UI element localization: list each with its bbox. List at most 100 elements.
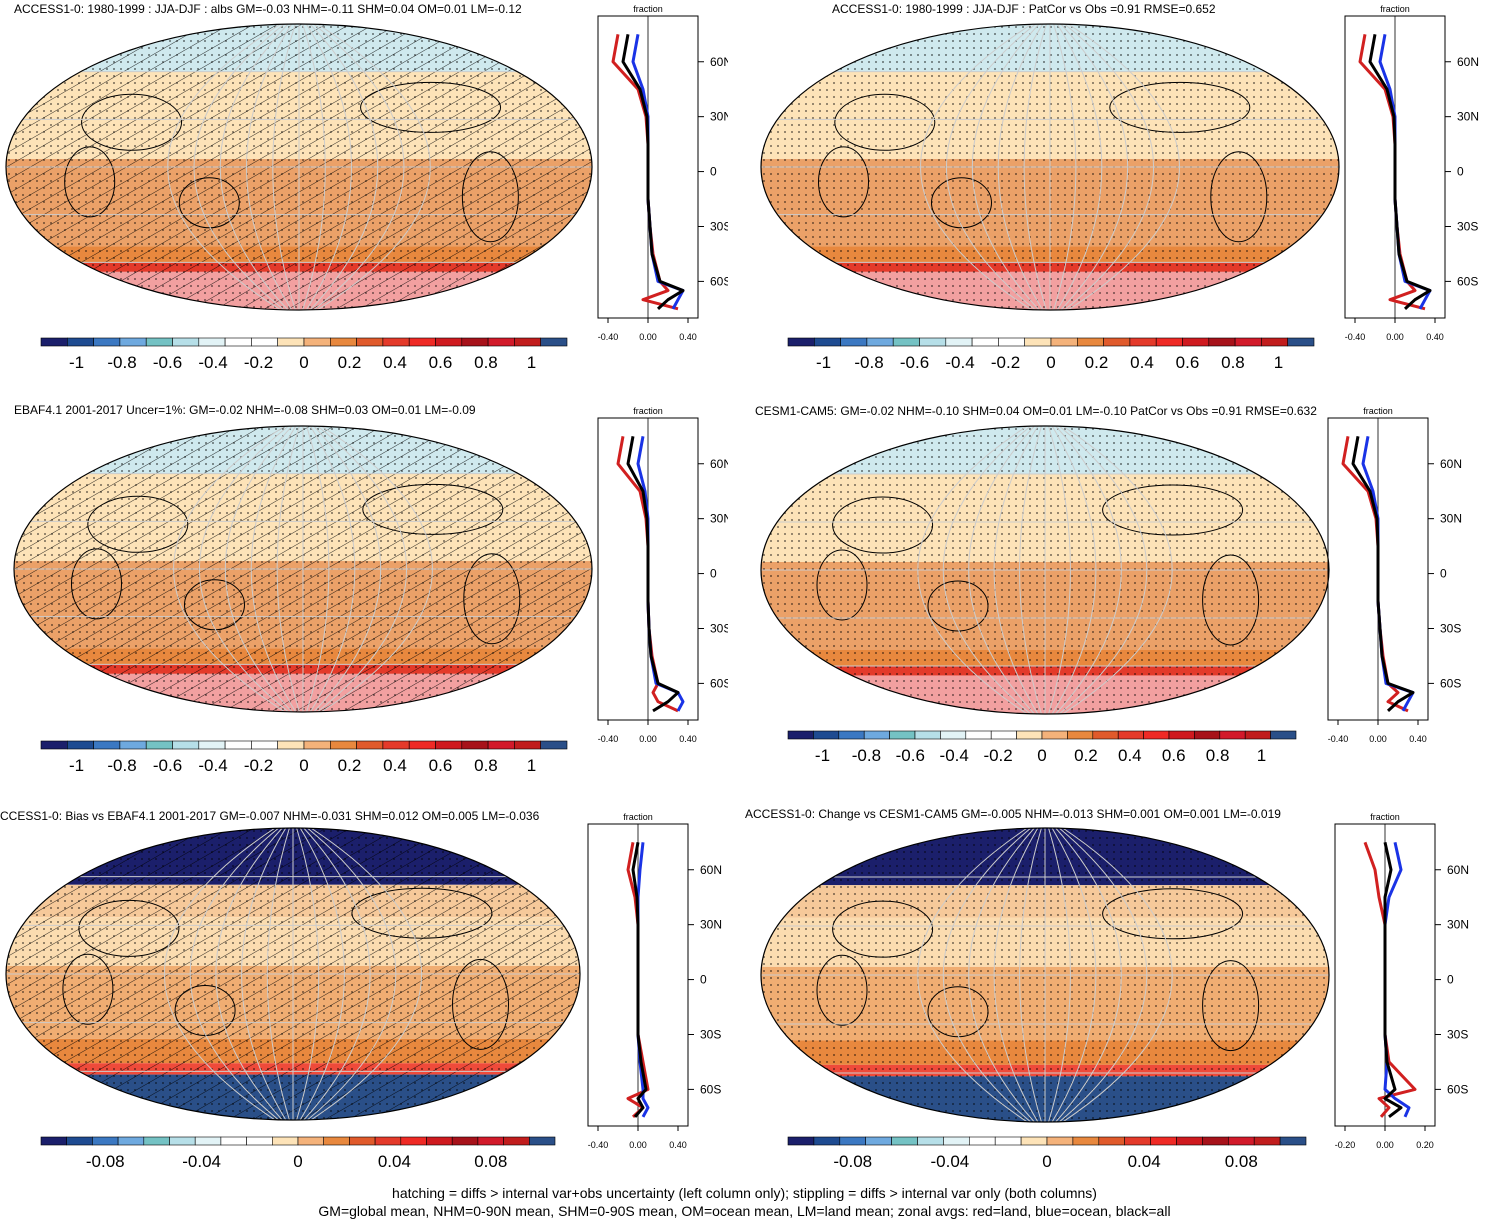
colorbar-swatch (119, 337, 147, 347)
colorbar-label: 0.6 (429, 353, 453, 372)
zonal-ytick-label: 60N (710, 55, 728, 69)
colorbar-swatch (93, 740, 121, 750)
colorbar-swatch (277, 337, 305, 347)
zonal-plot-3: fraction 60N 30N 0 30S 60S -0.40 0.00 0.40 (1327, 406, 1462, 744)
colorbar-swatch (943, 1136, 970, 1146)
colorbar-swatch (1129, 337, 1157, 347)
colorbar-swatch (839, 1136, 866, 1146)
colorbar-swatch (119, 740, 147, 750)
colorbar-swatch (813, 337, 841, 347)
colorbar-swatch (356, 337, 384, 347)
graticule (917, 828, 1028, 1122)
colorbar-swatch (194, 1136, 222, 1146)
colorbar-label: -0.8 (107, 756, 136, 775)
panel-title: EBAF4.1 2001-2017 Uncer=1%: GM=-0.02 NHM… (14, 403, 476, 417)
colorbar-label: -1 (69, 756, 84, 775)
colorbar-swatch (940, 730, 967, 740)
colorbar-swatch (1261, 337, 1288, 347)
graticule (193, 24, 285, 310)
map-fill (6, 828, 580, 1120)
graticule (1048, 426, 1071, 714)
colorbar-label: 0.08 (1225, 1152, 1258, 1171)
graticule (1058, 828, 1148, 1122)
zonal-xtick-label: 0.40 (1409, 734, 1427, 744)
zonal-xtick-label: -0.40 (1328, 734, 1349, 744)
colorbar-label: 0.8 (1221, 353, 1245, 372)
zonal-line-land (1358, 34, 1426, 311)
colorbar-swatch (971, 337, 999, 347)
map-border (760, 425, 1330, 715)
graticule (313, 24, 405, 310)
colorbar-swatch (1041, 730, 1068, 740)
graticule (1055, 828, 1122, 1122)
graticule (1056, 24, 1103, 310)
zonal-ytick-label: 0 (710, 567, 717, 581)
colorbar-swatch (435, 337, 463, 347)
colorbar-label: 0 (293, 1152, 302, 1171)
graticule (917, 426, 1028, 714)
zonal-xtick-label: 0.40 (679, 332, 697, 342)
colorbar-swatch (998, 337, 1025, 347)
colorbar-label: 0.08 (474, 1152, 507, 1171)
colorbar-swatch (1016, 730, 1043, 740)
colorbar-swatch (1050, 337, 1078, 347)
graticule (1067, 24, 1180, 310)
colorbar-label: -0.2 (244, 756, 273, 775)
graticule (215, 828, 283, 1120)
colorbar-swatch (92, 1136, 119, 1146)
colorbar-label: -0.4 (945, 353, 974, 372)
colorbar-swatch (945, 337, 973, 347)
colorbar-swatch (1279, 1136, 1307, 1146)
colorbar-label: 0.6 (1162, 746, 1186, 765)
colorbar-label: 1 (527, 756, 536, 775)
graticule (307, 828, 397, 1120)
graticule (1060, 24, 1128, 310)
zonal-ytick-label: 60S (700, 1082, 721, 1096)
colorbar-swatch (382, 740, 410, 750)
zonal-ytick-label: 60N (700, 863, 722, 877)
colorbar-swatch (990, 730, 1017, 740)
colorbar-swatch (40, 740, 68, 750)
colorbar-swatch (1103, 337, 1131, 347)
colorbar-swatch (224, 337, 252, 347)
colorbar-swatch (198, 337, 226, 347)
zonal-xtick-label: 0.00 (639, 332, 657, 342)
colorbar-swatch (66, 740, 94, 750)
zonal-line-all (1368, 34, 1432, 310)
colorbar-swatch (408, 740, 436, 750)
graticule (1055, 426, 1122, 714)
graticule (225, 426, 293, 712)
panel-title: CCESS1-0: Bias vs EBAF4.1 2001-2017 GM=-… (0, 809, 540, 823)
zonal-xtick-label: 0.40 (669, 1140, 687, 1150)
zonal-ytick-label: 30N (710, 110, 728, 124)
colorbar-swatch (914, 730, 941, 740)
colorbar-swatch (1176, 1136, 1203, 1146)
colorbar-label: -0.4 (198, 756, 227, 775)
panel-title: ACCESS1-0: Change vs CESM1-CAM5 GM=-0.00… (745, 807, 1281, 821)
graticule (163, 828, 276, 1120)
colorbar-swatch (435, 740, 463, 750)
panel-title: ACCESS1-0: 1980-1999 : JJA-DJF : albs GM… (14, 2, 522, 16)
colorbar-swatch (329, 740, 357, 750)
colorbar-label: 1 (527, 353, 536, 372)
zonal-ytick-label: 60S (710, 274, 728, 288)
zonal-xtick-label: 0.00 (1386, 332, 1404, 342)
colorbar-swatch (198, 740, 226, 750)
colorbar-label: -0.2 (991, 353, 1020, 372)
colorbar-swatch (297, 1136, 325, 1146)
graticule (302, 24, 326, 310)
colorbar-swatch (251, 337, 278, 347)
graticule (968, 828, 1035, 1122)
colorbar-swatch (117, 1136, 145, 1146)
zonal-plot-1: fraction 60N 30N 0 30S 60S -0.40 0.00 0.40 (1344, 4, 1479, 342)
colorbar-label: 1 (1257, 746, 1266, 765)
graticule (299, 828, 345, 1120)
colorbar-swatch (1092, 730, 1119, 740)
colorbar-1: -1 -0.8 -0.6 -0.4 -0.2 0 0.2 0.4 0.6 0.8 1 (787, 337, 1315, 372)
colorbar-swatch (246, 1136, 273, 1146)
colorbar-swatch (487, 740, 515, 750)
graticule (1053, 24, 1077, 310)
colorbar-label: -0.6 (900, 353, 929, 372)
colorbar-swatch (813, 1136, 841, 1146)
colorbar-swatch (528, 1136, 556, 1146)
